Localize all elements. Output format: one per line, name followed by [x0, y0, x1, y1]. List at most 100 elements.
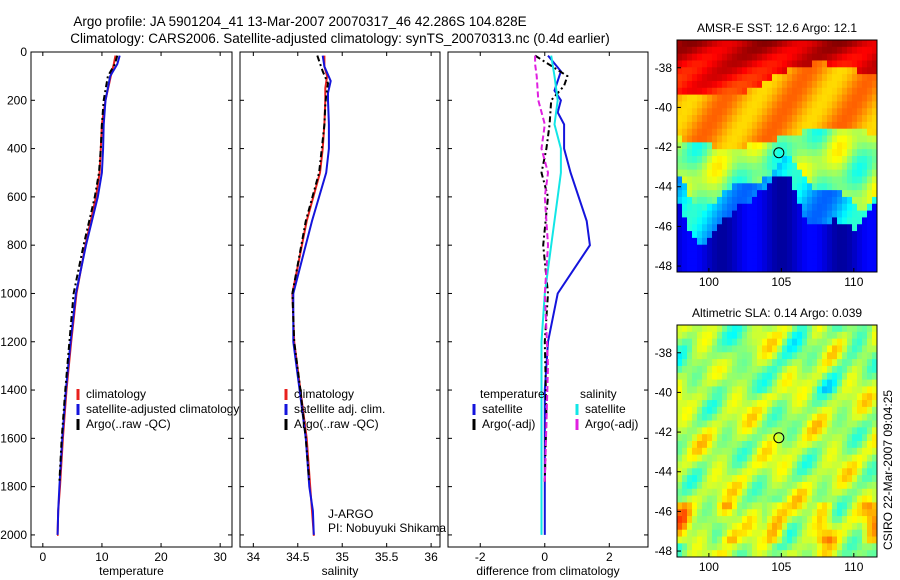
heatmap-cell	[777, 488, 783, 497]
heatmap-cell	[767, 468, 773, 476]
heatmap-cell	[807, 74, 813, 82]
heatmap-cell	[722, 338, 728, 347]
heatmap-cell	[827, 441, 833, 449]
heatmap-cell	[822, 67, 828, 75]
heatmap-cell	[792, 224, 798, 232]
x-tick-label: 30	[213, 550, 227, 564]
heatmap-cell	[807, 60, 813, 68]
heatmap-cell	[757, 156, 763, 164]
heatmap-cell	[827, 74, 833, 82]
y-tick-label: 0	[20, 45, 27, 59]
heatmap-cell	[787, 522, 793, 531]
heatmap-cell	[747, 406, 753, 415]
heatmap-cell	[702, 434, 708, 442]
heatmap-cell	[747, 258, 753, 266]
heatmap-cell	[727, 94, 733, 103]
heatmap-cell	[807, 495, 813, 504]
heatmap-cell	[712, 536, 718, 544]
heatmap-cell	[737, 379, 743, 388]
heatmap-cell	[682, 536, 688, 544]
heatmap-cell	[742, 183, 748, 191]
heatmap-cell	[847, 190, 853, 198]
heatmap-cell	[852, 80, 858, 89]
heatmap-cell	[842, 121, 848, 130]
heatmap-cell	[872, 468, 877, 476]
heatmap-cell	[767, 210, 773, 219]
heatmap-cell	[832, 121, 838, 130]
heatmap-cell	[842, 338, 848, 347]
heatmap-cell	[782, 176, 788, 184]
heatmap-cell	[752, 475, 758, 483]
heatmap-cell	[732, 210, 738, 219]
heatmap-cell	[712, 183, 718, 191]
heatmap-cell	[687, 135, 693, 143]
heatmap-cell	[802, 461, 808, 469]
heatmap-cell	[792, 217, 798, 225]
heatmap-cell	[837, 345, 843, 353]
heatmap-cell	[702, 386, 708, 394]
heatmap-cell	[702, 338, 708, 347]
heatmap-cell	[757, 121, 763, 130]
heatmap-cell	[722, 475, 728, 483]
heatmap-cell	[832, 40, 838, 48]
heatmap-cell	[727, 325, 733, 333]
heatmap-cell	[742, 237, 748, 246]
x-tick-label: 35.5	[375, 550, 399, 564]
heatmap-cell	[852, 46, 858, 55]
heatmap-cell	[832, 338, 838, 347]
heatmap-cell	[707, 53, 713, 62]
heatmap-cell	[822, 434, 828, 442]
heatmap-cell	[712, 488, 718, 497]
heatmap-cell	[702, 379, 708, 388]
heatmap-cell	[702, 74, 708, 82]
heatmap-cell	[737, 441, 743, 449]
heatmap-cell	[682, 101, 688, 109]
heatmap-cell	[742, 40, 748, 48]
heatmap-cell	[812, 53, 818, 62]
heatmap-cell	[832, 115, 838, 123]
heatmap-cell	[822, 393, 828, 401]
timestamp-label: CSIRO 22-Mar-2007 09:04:25	[881, 390, 895, 550]
heatmap-cell	[742, 516, 748, 524]
heatmap-cell	[692, 386, 698, 394]
heatmap-cell	[777, 522, 783, 531]
heatmap-cell	[842, 502, 848, 510]
heatmap-cell	[822, 217, 828, 225]
heatmap-cell	[782, 338, 788, 347]
heatmap-cell	[722, 331, 728, 340]
heatmap-cell	[742, 176, 748, 184]
heatmap-cell	[852, 258, 858, 266]
heatmap-cell	[737, 502, 743, 510]
heatmap-cell	[687, 231, 693, 239]
heatmap-cell	[747, 60, 753, 68]
heatmap-cell	[872, 231, 877, 239]
heatmap-cell	[832, 217, 838, 225]
heatmap-cell	[802, 162, 808, 171]
heatmap-cell	[722, 461, 728, 469]
heatmap-cell	[802, 46, 808, 55]
heatmap-cell	[722, 427, 728, 435]
heatmap-cell	[737, 108, 743, 116]
heatmap-cell	[727, 87, 733, 96]
heatmap-cell	[722, 190, 728, 198]
heatmap-cell	[692, 224, 698, 232]
heatmap-cell	[682, 162, 688, 171]
heatmap-cell	[752, 536, 758, 544]
y-tick-label: -46	[655, 504, 673, 518]
heatmap-cell	[687, 258, 693, 266]
heatmap-cell	[787, 543, 793, 551]
heatmap-cell	[692, 94, 698, 103]
heatmap-cell	[782, 108, 788, 116]
heatmap-cell	[722, 379, 728, 388]
heatmap-cell	[827, 325, 833, 333]
heatmap-cell	[802, 468, 808, 476]
heatmap-cell	[697, 386, 703, 394]
heatmap-cell	[737, 468, 743, 476]
heatmap-cell	[677, 196, 683, 205]
heatmap-cell	[702, 244, 708, 253]
heatmap-cell	[802, 522, 808, 531]
heatmap-cell	[762, 379, 768, 388]
heatmap-cell	[742, 461, 748, 469]
heatmap-cell	[812, 420, 818, 428]
heatmap-cell	[732, 156, 738, 164]
